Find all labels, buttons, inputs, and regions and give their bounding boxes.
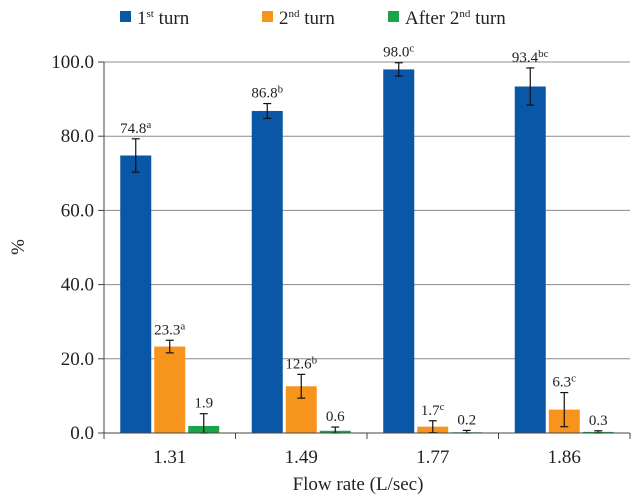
legend-label: 1st turn: [137, 8, 190, 29]
data-label: 1.9: [194, 396, 213, 412]
significance-letter: c: [571, 373, 576, 385]
significance-letter: b: [312, 354, 318, 366]
bar: [251, 110, 283, 434]
data-label: 6.3c: [552, 373, 576, 391]
y-axis-title: %: [8, 239, 29, 255]
y-tick-label: 40.0: [61, 275, 94, 296]
y-tick-label: 20.0: [61, 349, 94, 370]
bars: [120, 62, 614, 434]
data-label: 93.4bc: [512, 48, 549, 66]
y-tick-label: 60.0: [61, 200, 94, 221]
y-tick-label: 100.0: [51, 52, 94, 73]
legend-label: After 2nd turn: [405, 8, 506, 29]
y-tick-label: 0.0: [70, 423, 94, 444]
legend-swatch: [388, 11, 399, 22]
data-label: 86.8b: [251, 84, 283, 102]
bar: [514, 86, 546, 434]
legend-swatch: [120, 11, 131, 22]
data-label: 98.0c: [383, 43, 414, 61]
significance-letter: c: [409, 43, 414, 55]
data-label: 23.3a: [154, 320, 185, 338]
legend-swatch: [262, 11, 273, 22]
significance-letter: a: [180, 320, 185, 332]
x-axis-title: Flow rate (L/sec): [293, 474, 424, 495]
significance-letter: c: [440, 401, 445, 413]
data-label: 12.6b: [285, 354, 317, 372]
x-tick-label: 1.49: [285, 447, 318, 468]
legend: 1st turn 2nd turn After 2nd turn: [120, 8, 506, 29]
bar: [383, 69, 415, 434]
significance-letter: b: [278, 84, 284, 96]
significance-letter: bc: [538, 48, 549, 60]
significance-letter: a: [146, 119, 151, 131]
x-tick-label: 1.86: [548, 447, 581, 468]
axes: 0.0 20.0 40.0 60.0 80.0 100.0 1.31 1.49 1.77 1.86: [51, 52, 631, 468]
data-label: 74.8a: [120, 119, 151, 137]
y-tick-label: 80.0: [61, 126, 94, 147]
data-label: 1.7c: [421, 401, 445, 419]
gridlines: [104, 61, 630, 360]
bar: [120, 155, 152, 433]
data-label: 0.3: [589, 413, 608, 429]
bar: [154, 346, 186, 433]
data-label: 0.6: [326, 409, 345, 425]
data-label: 0.2: [457, 412, 476, 428]
legend-label: 2nd turn: [279, 8, 335, 29]
x-tick-label: 1.77: [416, 447, 449, 468]
x-tick-label: 1.31: [153, 447, 186, 468]
